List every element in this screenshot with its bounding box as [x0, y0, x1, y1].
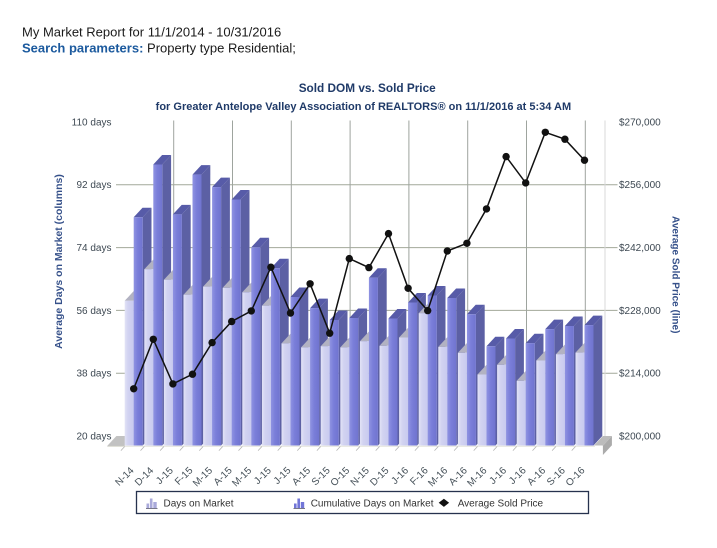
svg-text:Average Sold Price (line): Average Sold Price (line) [670, 216, 681, 333]
svg-text:M-15: M-15 [191, 465, 215, 489]
svg-text:$228,000: $228,000 [619, 306, 661, 317]
svg-text:F-15: F-15 [173, 465, 196, 488]
svg-text:D-14: D-14 [133, 465, 156, 488]
svg-text:Average Sold Price: Average Sold Price [458, 499, 544, 510]
svg-text:Average Days on Market (column: Average Days on Market (columns) [53, 174, 65, 349]
svg-text:M-15: M-15 [230, 465, 254, 489]
svg-text:Cumulative Days on Market: Cumulative Days on Market [311, 499, 434, 510]
svg-text:A-15: A-15 [212, 465, 235, 488]
svg-text:A-16: A-16 [526, 465, 549, 488]
svg-text:O-15: O-15 [329, 465, 353, 489]
svg-text:$214,000: $214,000 [619, 369, 661, 380]
svg-text:20 days: 20 days [76, 431, 111, 442]
svg-text:M-16: M-16 [466, 465, 490, 489]
svg-text:N-14: N-14 [114, 465, 137, 488]
svg-text:J-15: J-15 [252, 465, 274, 487]
svg-text:J-15: J-15 [272, 465, 294, 487]
svg-text:O-16: O-16 [564, 465, 588, 489]
svg-text:My Market Report for 11/1/2014: My Market Report for 11/1/2014 - 10/31/2… [22, 25, 281, 40]
svg-text:$242,000: $242,000 [619, 243, 661, 254]
svg-text:J-16: J-16 [487, 465, 509, 487]
svg-text:A-15: A-15 [290, 465, 313, 488]
svg-text:J-15: J-15 [154, 465, 176, 487]
svg-text:D-15: D-15 [368, 465, 391, 488]
svg-text:$256,000: $256,000 [619, 180, 661, 191]
svg-text:F-16: F-16 [408, 465, 431, 488]
svg-text:J-16: J-16 [507, 465, 529, 487]
svg-text:38 days: 38 days [76, 369, 111, 380]
svg-text:J-16: J-16 [389, 465, 411, 487]
svg-text:Sold DOM vs. Sold Price: Sold DOM vs. Sold Price [299, 81, 436, 95]
svg-text:56 days: 56 days [76, 306, 111, 317]
svg-text:110 days: 110 days [72, 117, 112, 128]
svg-text:$200,000: $200,000 [619, 431, 661, 442]
svg-text:M-16: M-16 [426, 465, 450, 489]
svg-text:92 days: 92 days [76, 180, 111, 191]
svg-text:for Greater Antelope Valley As: for Greater Antelope Valley Association … [156, 101, 571, 113]
svg-text:N-15: N-15 [349, 465, 372, 488]
svg-text:Days on Market: Days on Market [164, 499, 234, 510]
svg-text:S-16: S-16 [545, 465, 568, 488]
svg-text:Search parameters: Property ty: Search parameters: Property type Residen… [22, 41, 296, 56]
svg-text:S-15: S-15 [310, 465, 333, 488]
svg-text:A-16: A-16 [447, 465, 470, 488]
svg-text:$270,000: $270,000 [619, 117, 661, 128]
svg-text:74 days: 74 days [76, 243, 111, 254]
